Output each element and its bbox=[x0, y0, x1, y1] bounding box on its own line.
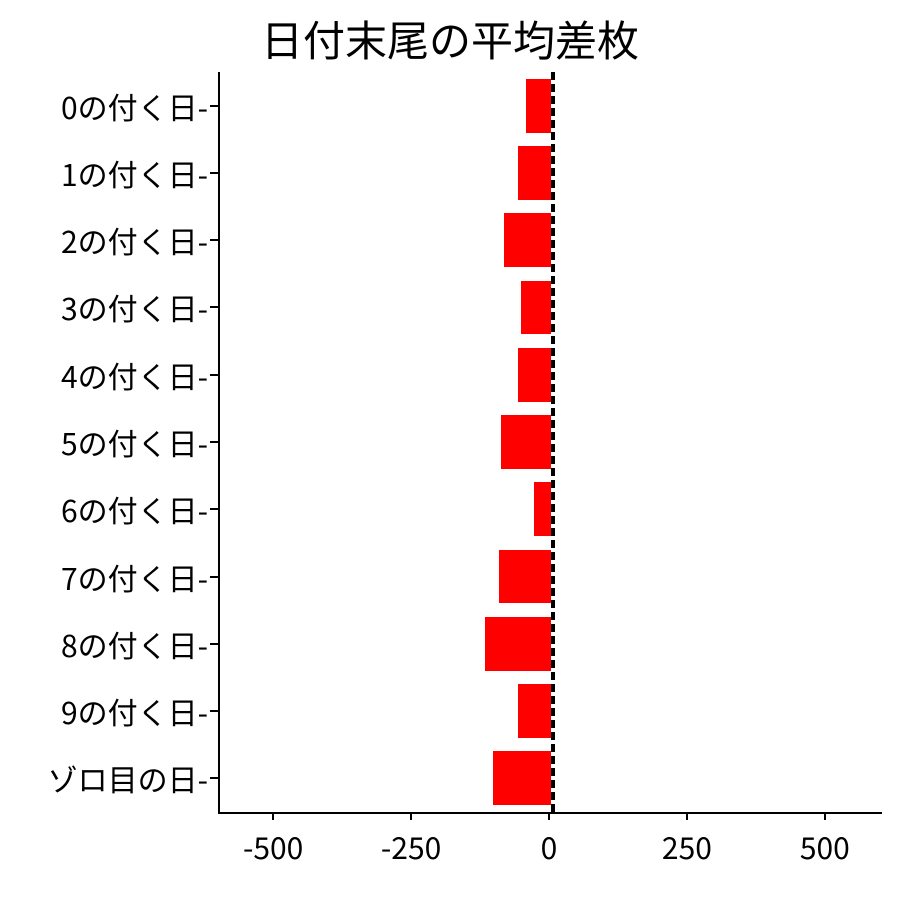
x-axis-tick bbox=[410, 812, 412, 820]
y-axis-tick bbox=[210, 306, 218, 308]
chart-title: 日付末尾の平均差枚 bbox=[0, 8, 900, 69]
x-axis-label: 0 bbox=[541, 824, 558, 868]
x-axis-label: 500 bbox=[800, 824, 850, 868]
zero-reference-line bbox=[551, 72, 555, 812]
bar bbox=[534, 482, 551, 536]
y-axis-tick bbox=[210, 374, 218, 376]
bar bbox=[501, 415, 551, 469]
x-axis-tick bbox=[824, 812, 826, 820]
plot-area bbox=[218, 72, 882, 814]
y-axis-label: 8の付く日- bbox=[61, 622, 208, 666]
bar bbox=[485, 617, 551, 671]
y-axis-label: 5の付く日- bbox=[61, 420, 208, 464]
bar bbox=[518, 684, 551, 738]
y-axis-tick bbox=[210, 105, 218, 107]
y-axis-label: 2の付く日- bbox=[61, 218, 208, 262]
y-axis-label: 3の付く日- bbox=[61, 285, 208, 329]
y-axis-tick bbox=[210, 172, 218, 174]
y-axis-label: 6の付く日- bbox=[61, 487, 208, 531]
y-axis-tick bbox=[210, 710, 218, 712]
x-axis-tick bbox=[686, 812, 688, 820]
x-axis-label: 250 bbox=[662, 824, 712, 868]
y-axis-tick bbox=[210, 239, 218, 241]
chart-container: 日付末尾の平均差枚 0の付く日- 1の付く日- 2の付く日- 3の付く日- 4の付く日-… bbox=[0, 0, 900, 900]
y-axis-tick bbox=[210, 777, 218, 779]
y-axis-tick bbox=[210, 441, 218, 443]
y-axis-label: 4の付く日- bbox=[61, 353, 208, 397]
y-axis-tick bbox=[210, 643, 218, 645]
x-axis-tick bbox=[548, 812, 550, 820]
bar bbox=[518, 146, 551, 200]
y-axis-tick bbox=[210, 508, 218, 510]
y-axis-label: 9の付く日- bbox=[61, 689, 208, 733]
y-axis-label: 7の付く日- bbox=[61, 555, 208, 599]
y-axis-label: 1の付く日- bbox=[61, 151, 208, 195]
bar bbox=[521, 281, 551, 335]
x-axis-tick bbox=[272, 812, 274, 820]
y-axis-label: ゾロ目の日- bbox=[48, 756, 208, 800]
bar bbox=[518, 348, 551, 402]
bar bbox=[499, 550, 551, 604]
x-axis-label: -500 bbox=[243, 824, 303, 868]
y-axis-label: 0の付く日- bbox=[61, 84, 208, 128]
x-axis-label: -250 bbox=[381, 824, 441, 868]
bar bbox=[504, 213, 551, 267]
bar bbox=[526, 79, 551, 133]
y-axis-tick bbox=[210, 576, 218, 578]
bar bbox=[493, 751, 551, 805]
